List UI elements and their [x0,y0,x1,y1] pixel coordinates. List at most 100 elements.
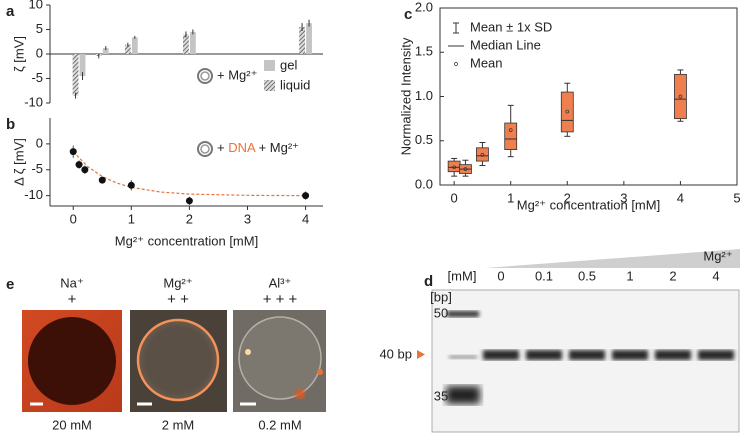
gel [431,289,740,433]
mean [565,109,570,114]
unit-label: [mM] [448,268,477,283]
x-tick-label: 5 [733,190,740,205]
vesicle [238,316,322,400]
panel-label: b [6,116,15,133]
x-tick-label: 1 [128,211,135,226]
y-tick-label: 0.0 [415,176,433,191]
legend-label: liquid [280,77,310,92]
legend-label: gel [280,57,297,72]
concentration-label: 20 mM [52,417,92,432]
x-tick-label: 2 [564,190,571,205]
mean [463,167,468,171]
legend-icon [200,144,210,154]
point [75,161,83,169]
bar [306,23,312,54]
bar [79,54,86,77]
y-tick-label: 0 [36,45,43,60]
box [476,147,489,162]
y-axis-label: ζ [mV] [11,36,26,72]
vesicle [136,318,220,402]
panel-label: c [404,6,412,23]
ion-label: Na⁺ [60,275,83,290]
ladder-band [449,355,477,359]
ladder-band [447,311,479,317]
concentration-label: 0.2 mM [258,417,301,432]
mean [452,165,456,170]
lane-label: 1 [626,268,633,283]
x-tick-label: 4 [677,190,684,205]
lane-label: 0.1 [535,268,553,283]
ion-label: Al³⁺ [269,275,292,290]
x-tick-label: 0 [451,190,458,205]
bar [72,54,79,96]
y-tick-label: 0.5 [415,132,433,147]
legend-label: Mean ± 1x SD [470,19,552,34]
legend-label: + Mg²⁺ [217,67,257,82]
ladder-label: 35 [434,388,448,403]
point [127,181,135,189]
legend-icon [200,71,210,81]
panel-label: d [424,273,433,290]
legend-label: Mean [470,55,503,70]
bar [299,27,305,54]
charge-label: + [68,291,77,308]
y-axis-label: Normalized Intensity [398,37,413,155]
bar [102,48,109,54]
y-tick-label: 0 [36,135,43,150]
lane-label: 2 [669,268,676,283]
y-tick-label: 2.0 [415,0,433,14]
y-tick-label: -10 [24,187,43,202]
gel-band [526,350,562,360]
box [560,91,574,133]
legend-swatch [264,80,275,91]
aggregate [317,369,323,375]
ladder-label: 40 bp [379,346,412,361]
gradient-wedge [485,249,740,268]
x-tick-label: 3 [620,190,627,205]
legend-icon [197,68,213,84]
lane-label: 0 [497,268,504,283]
legend-icon [197,141,213,157]
ion-label: Mg²⁺ [703,248,732,263]
legend-part: + Mg²⁺ [259,140,299,155]
lane-label: 4 [712,268,719,283]
y-tick-label: 10 [29,0,43,11]
point [185,197,193,205]
y-tick-label: 1.0 [415,88,433,103]
gel-band [698,350,734,360]
y-tick-label: 1.5 [415,44,433,59]
point [98,176,106,184]
gel-band [655,350,691,360]
x-axis-label: Mg²⁺ concentration [mM] [517,197,660,212]
vesicle [28,317,116,405]
bar [183,34,189,54]
band-marker [417,350,425,359]
legend-label: + DNA + Mg²⁺ [217,140,299,155]
point [302,192,310,200]
legend-part: + [217,140,225,155]
lane-label: 0.5 [578,268,596,283]
ion-label: Mg²⁺ [163,275,192,290]
bar [131,37,138,54]
charge-label: + + + [263,291,298,308]
gel-band [612,350,648,360]
y-tick-label: 5 [36,21,43,36]
y-tick-label: -5 [31,70,43,85]
legend-swatch [264,60,275,71]
legend-icon [454,62,458,66]
box [447,160,461,173]
charge-label: + + [167,291,189,308]
box [674,73,687,120]
ladder-label: 50 [434,305,448,320]
y-axis-label: Δ ζ [mV] [11,138,26,186]
gel-band [569,350,605,360]
aggregate [245,349,251,355]
gel-band [483,350,519,360]
box [504,122,518,151]
bar [124,44,131,54]
panel-label: a [6,3,15,20]
mean [508,128,513,132]
fit-line [72,151,306,197]
ladder-band [446,386,480,404]
